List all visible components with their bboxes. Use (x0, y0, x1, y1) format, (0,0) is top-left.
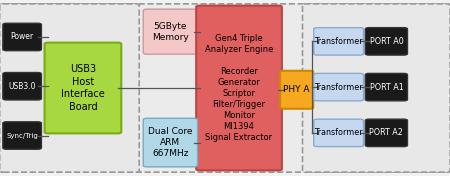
FancyBboxPatch shape (314, 119, 364, 147)
FancyBboxPatch shape (314, 73, 364, 101)
Text: PORT A2: PORT A2 (369, 128, 403, 137)
Text: PHY A: PHY A (284, 85, 310, 94)
Text: Transformer: Transformer (314, 37, 363, 46)
FancyBboxPatch shape (314, 28, 364, 55)
FancyBboxPatch shape (365, 28, 408, 55)
Text: Power: Power (10, 32, 34, 42)
FancyBboxPatch shape (196, 6, 282, 170)
FancyBboxPatch shape (365, 73, 408, 101)
FancyBboxPatch shape (3, 122, 41, 149)
Text: Transformer: Transformer (314, 83, 363, 92)
FancyBboxPatch shape (45, 43, 121, 133)
Text: Transformer: Transformer (314, 128, 363, 137)
Text: Gen4 Triple
Analyzer Engine

Recorder
Generator
Scriptor
Filter/Trigger
Monitor
: Gen4 Triple Analyzer Engine Recorder Gen… (205, 34, 273, 142)
FancyBboxPatch shape (143, 9, 198, 54)
Text: 5GByte
Memory: 5GByte Memory (152, 22, 189, 42)
Text: PORT A1: PORT A1 (369, 83, 403, 92)
FancyBboxPatch shape (365, 119, 408, 147)
FancyBboxPatch shape (302, 4, 450, 172)
FancyBboxPatch shape (0, 4, 139, 172)
Text: USB3.0: USB3.0 (9, 82, 36, 91)
FancyBboxPatch shape (3, 23, 41, 51)
FancyBboxPatch shape (0, 4, 450, 172)
Text: Dual Core
ARM
667MHz: Dual Core ARM 667MHz (148, 127, 193, 158)
FancyBboxPatch shape (280, 71, 313, 109)
Text: PORT A0: PORT A0 (369, 37, 403, 46)
Text: USB3
Host
Interface
Board: USB3 Host Interface Board (61, 64, 105, 112)
FancyBboxPatch shape (3, 73, 41, 100)
Text: Sync/Trig: Sync/Trig (6, 133, 38, 139)
FancyBboxPatch shape (143, 118, 198, 167)
